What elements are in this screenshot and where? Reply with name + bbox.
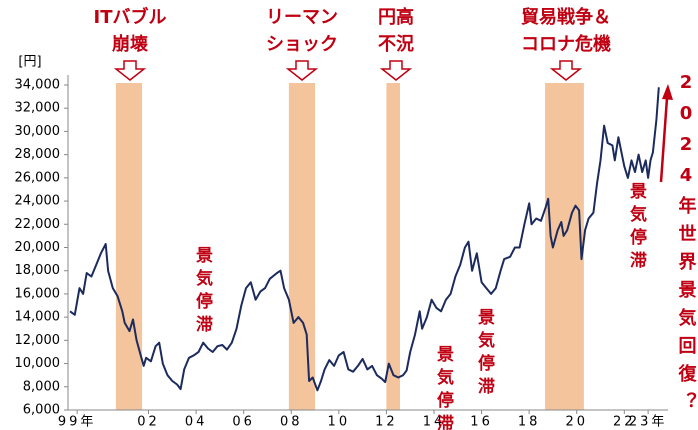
y-tick-label: 30,000 (15, 124, 61, 139)
y-tick-label: 12,000 (15, 333, 61, 348)
event-arrow (285, 60, 319, 81)
event-label: ショック (266, 34, 338, 55)
x-tick-label: 16 (470, 415, 493, 430)
event-label: ITバブル (94, 6, 167, 28)
recession-band (386, 83, 400, 410)
outlook-arrow (659, 97, 669, 183)
x-tick-label: 99年 (58, 415, 97, 430)
stagnation-label: 景気停滞 (433, 345, 455, 430)
outlook-arrowhead (662, 84, 673, 100)
y-tick-label: 6,000 (23, 403, 60, 418)
price-line (69, 87, 660, 392)
y-tick-label: 10,000 (15, 356, 61, 371)
y-tick-label: 18,000 (15, 263, 61, 278)
x-tick-label: 04 (185, 415, 208, 430)
stagnation-label: 景気停滞 (626, 182, 648, 274)
y-tick-label: 24,000 (15, 194, 61, 209)
recession-band (545, 83, 584, 410)
outlook-label: 2024年世界景気回復？ (676, 72, 698, 420)
event-label: リーマン (266, 7, 338, 28)
event-label: コロナ危機 (521, 33, 611, 55)
x-tick-label: 10 (328, 415, 351, 430)
x-tick-label: 06 (232, 415, 255, 430)
y-tick-label: 32,000 (15, 101, 61, 116)
recession-band (115, 83, 143, 410)
y-tick-label: 28,000 (15, 147, 61, 162)
event-label: 円高 (378, 6, 414, 28)
y-tick-label: 34,000 (15, 78, 61, 93)
y-tick-label: 26,000 (15, 170, 61, 185)
event-arrow (113, 60, 147, 81)
x-tick-label: 02 (137, 415, 160, 430)
event-arrow (549, 60, 583, 81)
recession-band (288, 83, 316, 410)
event-label: 貿易戦争＆ (521, 6, 611, 28)
event-label: 崩壊 (112, 33, 148, 55)
y-tick-label: 16,000 (15, 286, 61, 301)
event-label: 不況 (378, 33, 414, 55)
y-tick-label: 22,000 (15, 217, 61, 232)
y-tick-label: 20,000 (15, 240, 61, 255)
y-unit: [円] (18, 55, 41, 70)
y-tick-label: 14,000 (15, 310, 61, 325)
stagnation-label: 景気停滞 (192, 246, 214, 338)
x-tick-label: 08 (280, 415, 303, 430)
stagnation-label: 景気停滞 (474, 308, 496, 400)
x-tick-label: 23年 (629, 415, 668, 430)
y-tick-label: 8,000 (23, 379, 60, 394)
x-tick-label: 12 (375, 415, 398, 430)
x-tick-label: 18 (518, 415, 541, 430)
event-arrow (379, 60, 413, 81)
x-tick-label: 22 (613, 415, 636, 430)
x-tick-label: 14 (423, 415, 446, 430)
x-tick-label: 20 (565, 415, 588, 430)
